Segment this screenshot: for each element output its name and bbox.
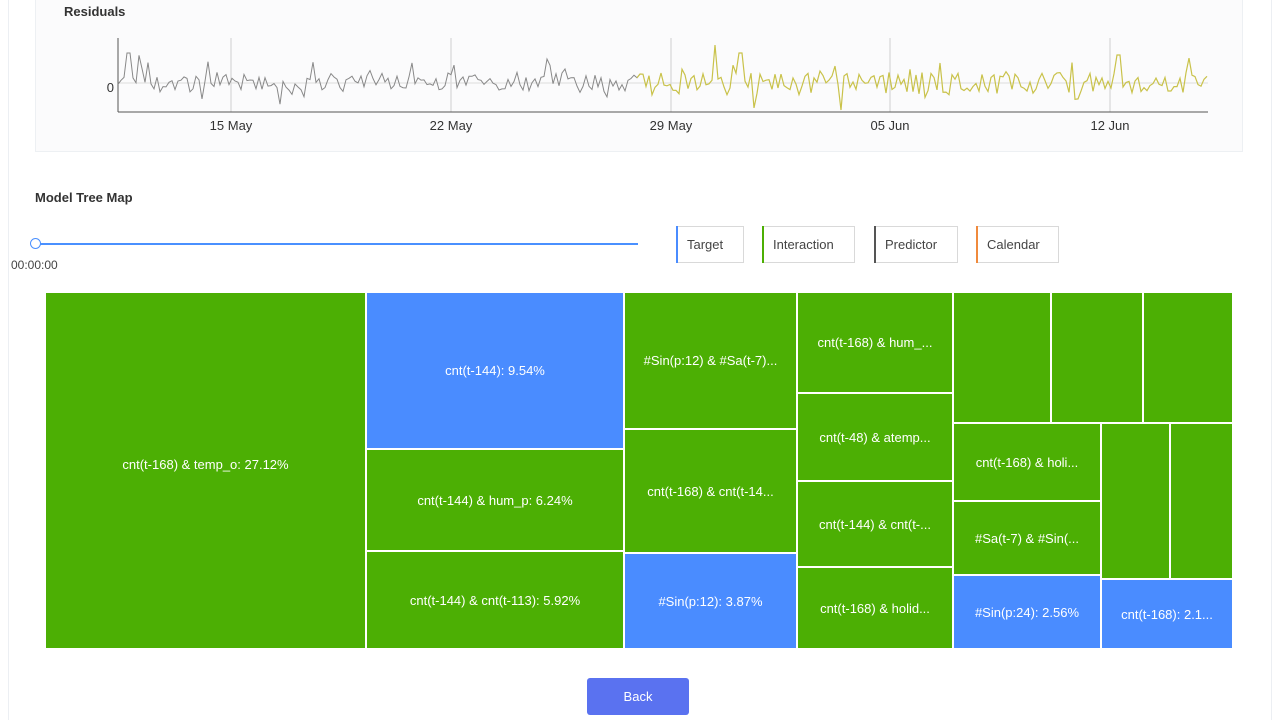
zero-tick-label: 0	[107, 80, 114, 95]
treemap-tile[interactable]	[1051, 292, 1143, 423]
residuals-chart: 0 15 May 22 May 29 May 05 Jun 12 Jun	[107, 38, 1208, 133]
treemap-tile[interactable]	[953, 292, 1051, 423]
treemap-tile[interactable]: cnt(t-144) & cnt(t-113): 5.92%	[366, 551, 624, 649]
residuals-title: Residuals	[64, 4, 126, 19]
back-button[interactable]: Back	[587, 678, 689, 715]
treemap-tile[interactable]	[1170, 423, 1233, 579]
treemap-tile[interactable]: #Sin(p:12) & #Sa(t-7)...	[624, 292, 797, 429]
legend-calendar[interactable]: Calendar	[976, 226, 1059, 263]
treemap-tile[interactable]: cnt(t-168) & holi...	[953, 423, 1101, 501]
treemap-tile[interactable]: cnt(t-168) & hum_...	[797, 292, 953, 393]
legend-interaction[interactable]: Interaction	[762, 226, 855, 263]
time-slider[interactable]	[30, 236, 640, 252]
treemap-tile[interactable]: cnt(t-144) & cnt(t-...	[797, 481, 953, 567]
slider-time-label: 00:00:00	[11, 258, 58, 272]
treemap-tile[interactable]	[1143, 292, 1233, 423]
date-tick-label: 29 May	[650, 118, 693, 133]
residuals-gridlines	[230, 38, 1111, 112]
page-frame	[8, 0, 1272, 720]
legend-target[interactable]: Target	[676, 226, 744, 263]
treemap-tile[interactable]: cnt(t-168) & temp_o: 27.12%	[45, 292, 366, 649]
slider-track[interactable]	[35, 243, 638, 245]
slider-handle[interactable]	[30, 238, 41, 249]
treemap-title: Model Tree Map	[35, 190, 133, 205]
treemap-tile[interactable]: cnt(t-144): 9.54%	[366, 292, 624, 449]
treemap-tile[interactable]	[1101, 423, 1170, 579]
treemap-tile[interactable]: #Sa(t-7) & #Sin(...	[953, 501, 1101, 575]
legend-predictor[interactable]: Predictor	[874, 226, 958, 263]
date-tick-label: 15 May	[210, 118, 253, 133]
model-treemap: cnt(t-168) & temp_o: 27.12% cnt(t-144): 9…	[45, 292, 1233, 649]
treemap-tile[interactable]: cnt(t-168) & cnt(t-14...	[624, 429, 797, 553]
treemap-tile[interactable]: cnt(t-48) & atemp...	[797, 393, 953, 481]
date-tick-label: 12 Jun	[1090, 118, 1129, 133]
residual-fit-line	[117, 52, 641, 105]
treemap-tile[interactable]: cnt(t-144) & hum_p: 6.24%	[366, 449, 624, 551]
date-tick-label: 05 Jun	[870, 118, 909, 133]
treemap-tile[interactable]: cnt(t-168) & holid...	[797, 567, 953, 649]
treemap-tile[interactable]: cnt(t-168): 2.1...	[1101, 579, 1233, 649]
date-labels: 15 May 22 May 29 May 05 Jun 12 Jun	[210, 118, 1130, 133]
treemap-tile[interactable]: #Sin(p:12): 3.87%	[624, 553, 797, 649]
date-tick-label: 22 May	[430, 118, 473, 133]
treemap-tile[interactable]: #Sin(p:24): 2.56%	[953, 575, 1101, 649]
residual-forecast-line	[636, 44, 1208, 111]
